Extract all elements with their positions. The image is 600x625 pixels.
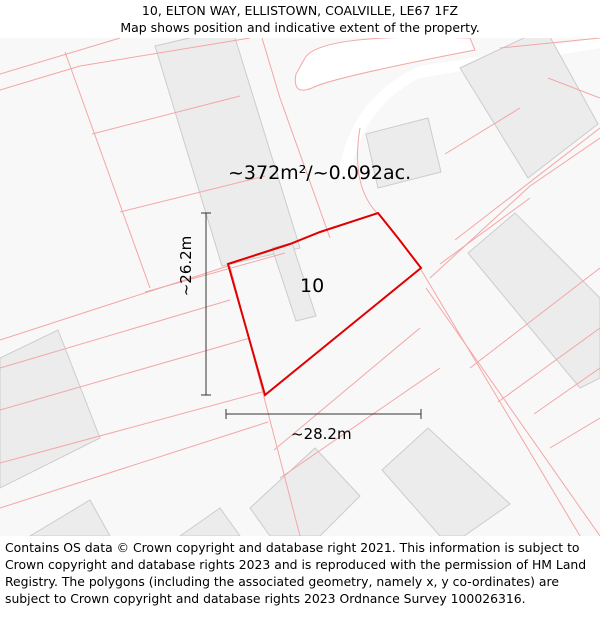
parcel-line <box>533 367 600 415</box>
area-label: ~372m²/~0.092ac. <box>228 162 412 184</box>
road-cul-de-sac <box>294 38 476 91</box>
property-address: 10, ELTON WAY, ELLISTOWN, COALVILLE, LE6… <box>141 3 459 18</box>
parcel-line <box>357 127 381 217</box>
parcel-line <box>0 421 269 509</box>
parcel-line <box>0 337 251 411</box>
building <box>249 447 361 536</box>
parcel-line <box>469 267 600 369</box>
parcel-line <box>444 107 521 155</box>
building <box>179 507 241 536</box>
parcel-line <box>279 367 441 479</box>
map-canvas <box>0 38 600 536</box>
building <box>467 212 600 389</box>
building <box>0 329 101 489</box>
plot-number-label: 10 <box>300 275 325 297</box>
property-boundary <box>226 211 423 397</box>
height-dimension-label: ~26.2m <box>177 235 195 297</box>
building <box>365 117 442 189</box>
parcel-line <box>91 95 241 135</box>
parcel-line <box>0 265 229 341</box>
building <box>459 38 599 179</box>
parcel-line <box>261 38 331 239</box>
parcel-line <box>273 327 421 451</box>
map-header: 10, ELTON WAY, ELLISTOWN, COALVILLE, LE6… <box>0 0 600 40</box>
height-dimension-line <box>201 212 211 396</box>
property-map[interactable]: ~372m²/~0.092ac. 10 ~28.2m ~26.2m <box>0 38 600 536</box>
parcel-line <box>499 38 600 49</box>
attribution-text: Contains OS data © Crown copyright and d… <box>5 540 587 606</box>
parcel-line <box>547 77 600 99</box>
parcel-line <box>64 51 151 289</box>
parcel-line <box>549 417 600 449</box>
building <box>29 499 111 536</box>
parcel-line <box>497 327 600 403</box>
parcel-line <box>439 197 531 265</box>
parcel-line <box>0 299 231 369</box>
width-dimension-label: ~28.2m <box>291 425 352 443</box>
parcel-line <box>119 175 266 213</box>
parcel-line <box>454 127 600 241</box>
building <box>381 427 511 536</box>
parcel-line <box>425 287 600 536</box>
parcel-line <box>0 38 121 75</box>
parcel-line <box>419 267 581 536</box>
parcel-line <box>0 38 251 91</box>
width-dimension-line <box>225 409 422 419</box>
parcel-line <box>0 391 263 464</box>
map-subtitle: Map shows position and indicative extent… <box>120 20 480 35</box>
building <box>154 38 301 267</box>
